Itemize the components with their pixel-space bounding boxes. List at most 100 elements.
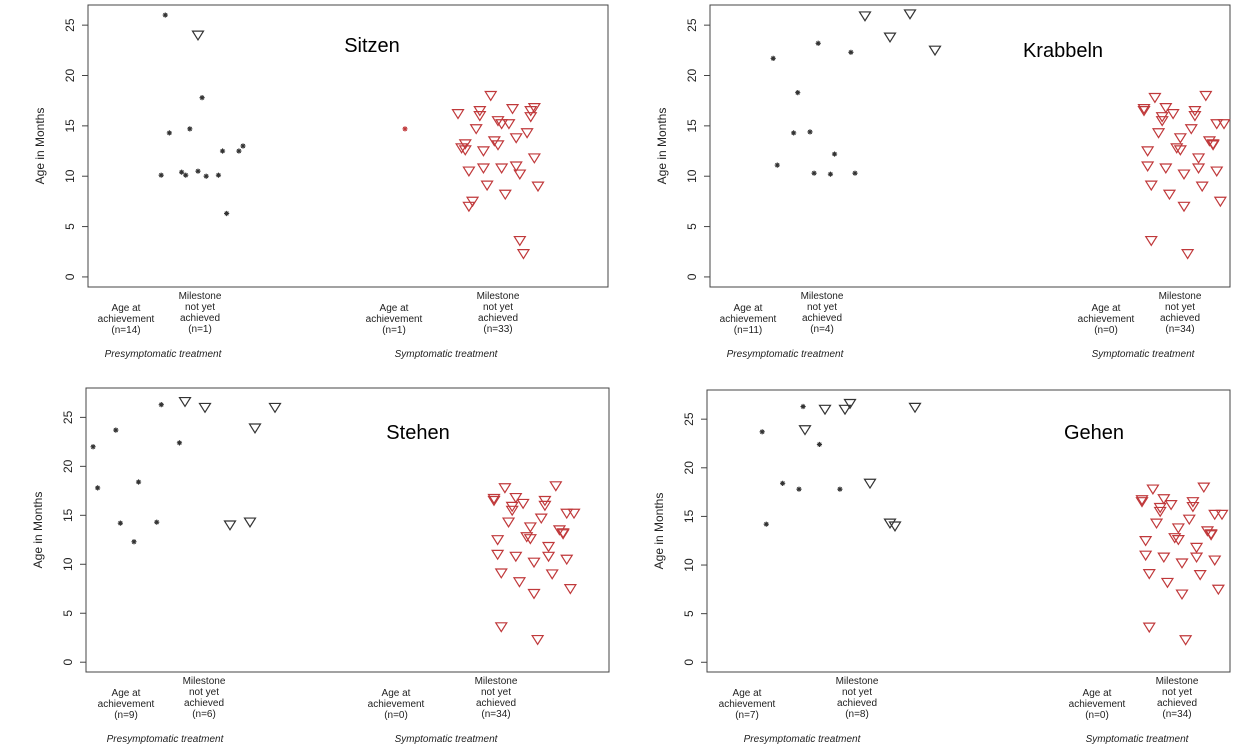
data-point-triangle — [491, 116, 505, 127]
data-point-triangle — [1144, 180, 1158, 192]
category-label-line: (n=4) — [810, 324, 834, 335]
data-point-triangle — [1157, 494, 1171, 505]
category-label-line: (n=7) — [735, 710, 759, 721]
data-point-triangle — [509, 133, 523, 144]
data-point-triangle — [516, 498, 530, 510]
category-label-line: Age at — [112, 303, 141, 314]
category-label-line: achieved — [837, 698, 877, 709]
plot-frame — [706, 389, 1231, 673]
data-point-triangle — [1153, 506, 1167, 518]
y-tick-label: 5 — [63, 223, 77, 230]
data-point-triangle — [545, 569, 559, 580]
data-point-triangle — [556, 529, 570, 540]
category-label-line: Milestone — [1159, 291, 1202, 302]
data-point-triangle — [1148, 92, 1162, 104]
data-point-triangle — [1135, 495, 1149, 506]
data-point-triangle — [509, 551, 523, 563]
data-point-triangle — [476, 163, 491, 174]
category-label-line: achieved — [802, 313, 842, 324]
data-point-star — [179, 169, 185, 175]
category-label-line: (n=6) — [192, 709, 216, 720]
data-point-triangle — [178, 396, 192, 408]
data-point-triangle — [524, 112, 538, 123]
category-label-line: achievement — [719, 699, 776, 710]
category-label-line: (n=1) — [382, 325, 406, 336]
chart-title: Gehen — [1064, 422, 1124, 444]
data-point-star — [183, 172, 189, 178]
data-point-star — [816, 441, 823, 448]
category-label-line: (n=34) — [1162, 709, 1191, 720]
data-point-triangle — [1188, 111, 1202, 122]
data-point-triangle — [1171, 535, 1185, 546]
y-tick-label: 20 — [682, 461, 696, 475]
data-point-triangle — [1175, 558, 1189, 569]
data-point-star — [95, 485, 101, 491]
y-tick-label: 10 — [61, 557, 75, 571]
data-point-star — [763, 521, 769, 527]
y-axis-label: Age in Months — [33, 108, 47, 185]
y-tick-label: 5 — [682, 610, 696, 617]
data-point-triangle — [560, 508, 574, 520]
category-label-line: achieved — [1157, 698, 1197, 709]
data-point-triangle — [487, 493, 501, 505]
category-label-line: not yet — [185, 302, 215, 313]
category-label-line: (n=0) — [384, 710, 408, 721]
data-point-triangle — [1179, 635, 1193, 646]
y-tick-label: 0 — [61, 659, 75, 666]
group-label: Presymptomatic treatment — [744, 734, 862, 745]
data-point-triangle — [888, 521, 902, 532]
data-point-triangle — [1173, 133, 1187, 144]
data-point-triangle — [838, 404, 852, 416]
data-point-triangle — [1159, 103, 1173, 114]
y-tick-label: 5 — [685, 223, 699, 230]
data-point-triangle — [473, 106, 487, 117]
data-point-triangle — [563, 584, 577, 595]
data-point-triangle — [520, 128, 534, 139]
category-label-line: Milestone — [801, 291, 844, 302]
data-point-triangle — [469, 124, 483, 135]
data-point-triangle — [473, 111, 487, 122]
data-point-star — [135, 479, 142, 485]
y-tick-label: 20 — [685, 69, 699, 83]
data-point-triangle — [1197, 482, 1211, 494]
data-point-triangle — [1160, 577, 1175, 589]
data-point-triangle — [1164, 500, 1178, 511]
category-label-line: Age at — [733, 688, 762, 699]
category-label-line: achievement — [98, 314, 155, 325]
data-point-triangle — [498, 483, 512, 494]
data-point-triangle — [527, 103, 541, 114]
data-point-triangle — [527, 588, 541, 600]
data-point-triangle — [527, 557, 541, 569]
y-axis-label: Age in Months — [31, 492, 45, 569]
data-point-triangle — [494, 568, 508, 579]
data-point-triangle — [1142, 622, 1156, 634]
category-label-line: Milestone — [1156, 676, 1199, 687]
data-point-triangle — [858, 11, 872, 22]
data-point-triangle — [509, 492, 523, 504]
data-point-star — [158, 172, 164, 178]
category-label-line: Age at — [382, 688, 411, 699]
data-point-star — [117, 520, 123, 526]
data-point-star — [236, 148, 242, 154]
data-point-triangle — [1159, 163, 1173, 174]
data-point-triangle — [1141, 146, 1155, 157]
data-point-star — [795, 90, 801, 96]
group-label: Presymptomatic treatment — [727, 349, 845, 360]
data-point-triangle — [505, 505, 519, 517]
data-point-triangle — [1210, 166, 1224, 177]
data-point-triangle — [1215, 509, 1229, 521]
data-point-star — [240, 143, 246, 149]
data-point-star — [162, 12, 168, 18]
y-tick-label: 25 — [61, 410, 75, 424]
data-point-triangle — [1204, 530, 1218, 541]
category-label-line: (n=1) — [188, 324, 212, 335]
group-label: Symptomatic treatment — [395, 349, 499, 360]
category-label-line: not yet — [481, 687, 511, 698]
data-point-triangle — [1144, 235, 1158, 247]
data-point-triangle — [798, 425, 812, 436]
category-label-line: Milestone — [836, 676, 879, 687]
data-point-triangle — [1193, 570, 1207, 581]
data-point-triangle — [534, 513, 548, 525]
